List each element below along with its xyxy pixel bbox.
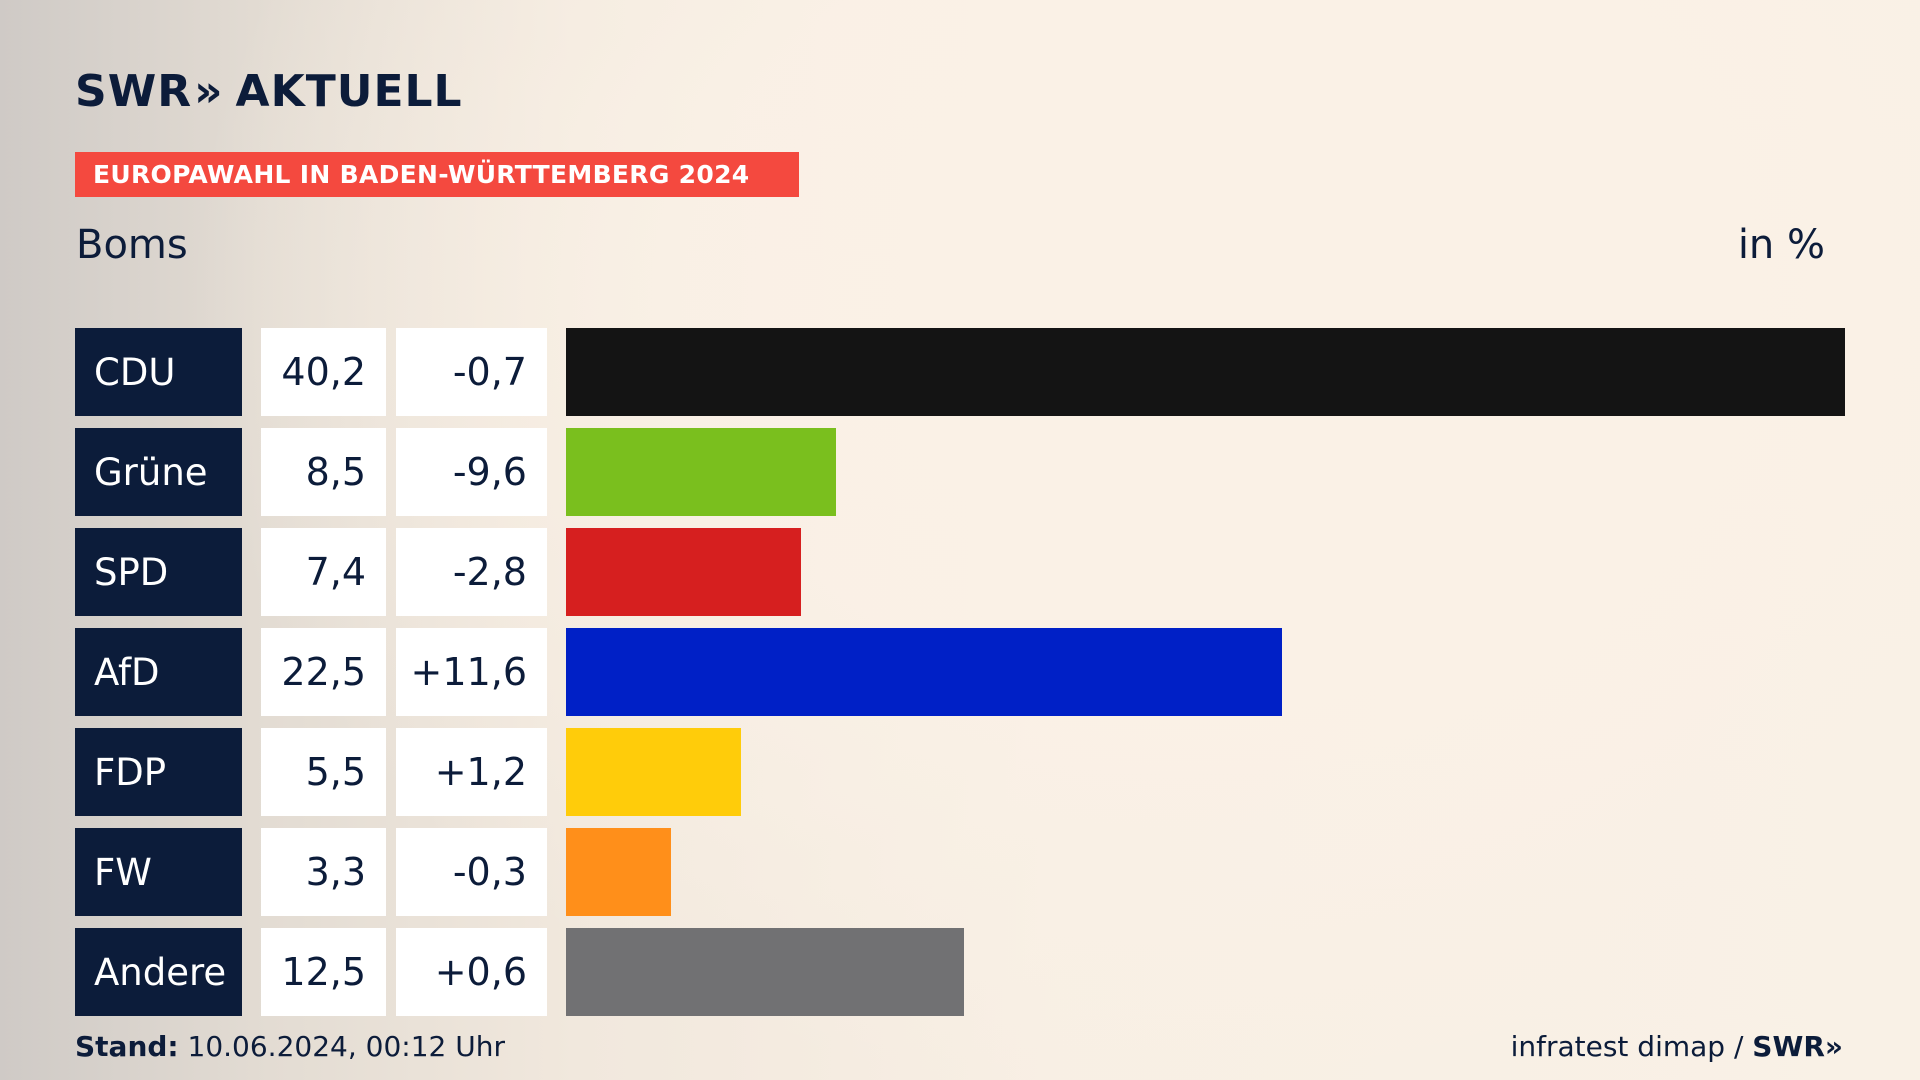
- party-label: Grüne: [75, 428, 242, 516]
- stand-value: 10.06.2024, 00:12 Uhr: [178, 1030, 505, 1063]
- change-label: -0,7: [396, 328, 547, 416]
- footer-source: infratest dimap / SWR»: [1511, 1030, 1843, 1063]
- bar: [566, 328, 1845, 416]
- chart-row: Andere 12,5 +0,6: [0, 928, 1920, 1016]
- change-label: -0,3: [396, 828, 547, 916]
- logo-arrows-icon: »: [194, 65, 224, 117]
- value-label: 22,5: [261, 628, 386, 716]
- change-label: -2,8: [396, 528, 547, 616]
- value-label: 12,5: [261, 928, 386, 1016]
- change-label: -9,6: [396, 428, 547, 516]
- chart-unit: in %: [1737, 222, 1825, 268]
- bar: [566, 728, 741, 816]
- value-label: 40,2: [261, 328, 386, 416]
- bar: [566, 828, 671, 916]
- party-label: AfD: [75, 628, 242, 716]
- chart-row: SPD 7,4 -2,8: [0, 528, 1920, 616]
- banner-title: EUROPAWAHL IN BADEN-WÜRTTEMBERG 2024: [93, 160, 750, 189]
- change-label: +0,6: [396, 928, 547, 1016]
- bar: [566, 928, 964, 1016]
- change-label: +11,6: [396, 628, 547, 716]
- chart-row: FDP 5,5 +1,2: [0, 728, 1920, 816]
- party-label: FW: [75, 828, 242, 916]
- value-label: 7,4: [261, 528, 386, 616]
- chart-row: AfD 22,5 +11,6: [0, 628, 1920, 716]
- source-text: infratest dimap /: [1510, 1030, 1753, 1063]
- bar: [566, 528, 801, 616]
- party-label: Andere: [75, 928, 242, 1016]
- bar: [566, 628, 1282, 716]
- change-label: +1,2: [396, 728, 547, 816]
- chart-row: CDU 40,2 -0,7: [0, 328, 1920, 416]
- chart-row: FW 3,3 -0,3: [0, 828, 1920, 916]
- chart-subtitle: Boms: [76, 222, 188, 268]
- logo-swr-text: SWR: [75, 65, 193, 117]
- party-label: CDU: [75, 328, 242, 416]
- chart-row: Grüne 8,5 -9,6: [0, 428, 1920, 516]
- election-banner: EUROPAWAHL IN BADEN-WÜRTTEMBERG 2024: [75, 152, 799, 197]
- party-label: SPD: [75, 528, 242, 616]
- swr-brand-logo: SWR»: [1752, 1030, 1843, 1063]
- value-label: 3,3: [261, 828, 386, 916]
- value-label: 8,5: [261, 428, 386, 516]
- swr-aktuell-logo: SWR » AKTUELL: [75, 65, 463, 117]
- footer-stand: Stand: 10.06.2024, 00:12 Uhr: [75, 1030, 505, 1063]
- party-label: FDP: [75, 728, 242, 816]
- bar: [566, 428, 836, 516]
- logo-aktuell-text: AKTUELL: [235, 65, 463, 117]
- value-label: 5,5: [261, 728, 386, 816]
- stand-label: Stand:: [75, 1030, 179, 1063]
